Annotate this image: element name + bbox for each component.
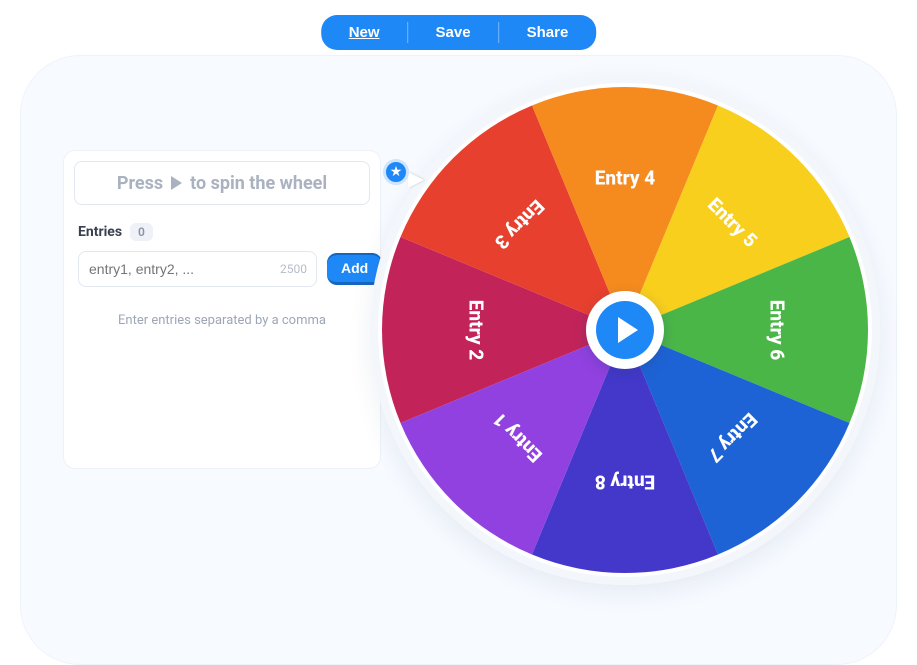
new-button[interactable]: New [321,15,408,50]
prompt-text-suffix: to spin the wheel [190,173,327,194]
play-icon [618,317,638,343]
star-icon: ★ [390,164,403,180]
wheel-slice-label: Entry 4 [595,166,656,189]
entries-limit-label: 2500 [280,262,307,276]
top-toolbar: New Save Share [321,15,597,50]
spin-prompt: Press to spin the wheel [74,161,370,205]
play-icon [171,176,182,190]
entries-label: Entries [78,224,122,240]
entries-panel: Press to spin the wheel Entries 0 2500 A… [63,150,381,469]
wheel-slice-label: Entry 8 [595,471,656,494]
wheel-slice-label: Entry 2 [464,300,487,361]
wheel-pointer-badge[interactable]: ★ [383,159,413,189]
entries-count-badge: 0 [130,223,153,241]
share-button[interactable]: Share [499,15,597,50]
save-button[interactable]: Save [408,15,499,50]
prompt-text-prefix: Press [117,173,163,194]
entries-header: Entries 0 [64,205,380,251]
spin-wheel[interactable]: Entry 2Entry 3Entry 4Entry 5Entry 6Entry… [370,75,880,585]
entries-hint: Enter entries separated by a comma [64,313,380,328]
spin-button[interactable] [586,291,664,369]
wheel-slice-label: Entry 6 [766,300,789,361]
